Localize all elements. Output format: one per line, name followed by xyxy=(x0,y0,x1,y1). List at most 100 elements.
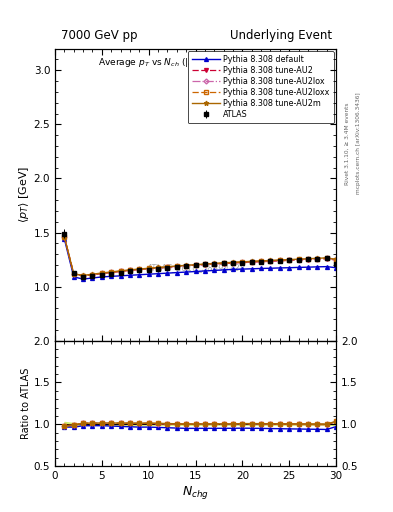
Pythia 8.308 tune-AU2lox xyxy=(156,265,160,271)
Legend: Pythia 8.308 default, Pythia 8.308 tune-AU2, Pythia 8.308 tune-AU2lox, Pythia 8.: Pythia 8.308 default, Pythia 8.308 tune-… xyxy=(188,51,334,123)
Pythia 8.308 tune-AU2m xyxy=(277,257,282,263)
Pythia 8.308 tune-AU2m xyxy=(99,270,104,276)
Text: mcplots.cern.ch [arXiv:1306.3436]: mcplots.cern.ch [arXiv:1306.3436] xyxy=(356,93,361,194)
Text: 7000 GeV pp: 7000 GeV pp xyxy=(61,30,138,42)
Pythia 8.308 tune-AU2lox xyxy=(62,234,67,240)
Pythia 8.308 tune-AU2lox xyxy=(212,261,217,267)
Pythia 8.308 tune-AU2 xyxy=(306,257,310,263)
Pythia 8.308 tune-AU2 xyxy=(202,262,207,268)
Pythia 8.308 tune-AU2loxx xyxy=(315,255,320,262)
Pythia 8.308 tune-AU2loxx xyxy=(109,269,114,275)
Pythia 8.308 tune-AU2loxx xyxy=(259,258,263,264)
Pythia 8.308 tune-AU2lox xyxy=(268,258,273,264)
Pythia 8.308 tune-AU2 xyxy=(72,271,76,278)
Line: Pythia 8.308 default: Pythia 8.308 default xyxy=(62,237,338,281)
Pythia 8.308 tune-AU2lox xyxy=(193,262,198,268)
Pythia 8.308 tune-AU2lox xyxy=(231,260,235,266)
Pythia 8.308 default xyxy=(146,271,151,278)
Pythia 8.308 tune-AU2 xyxy=(137,266,142,272)
Pythia 8.308 tune-AU2m xyxy=(128,267,132,273)
Pythia 8.308 tune-AU2lox xyxy=(137,266,142,272)
Pythia 8.308 tune-AU2lox xyxy=(202,261,207,267)
Pythia 8.308 tune-AU2 xyxy=(212,261,217,267)
Pythia 8.308 default xyxy=(287,265,292,271)
Pythia 8.308 tune-AU2loxx xyxy=(287,257,292,263)
Pythia 8.308 default xyxy=(231,266,235,272)
Pythia 8.308 tune-AU2 xyxy=(156,265,160,271)
Pythia 8.308 tune-AU2m xyxy=(334,257,338,263)
Line: Pythia 8.308 tune-AU2lox: Pythia 8.308 tune-AU2lox xyxy=(62,235,338,278)
Pythia 8.308 default xyxy=(306,264,310,270)
Pythia 8.308 tune-AU2loxx xyxy=(202,261,207,267)
Pythia 8.308 tune-AU2m xyxy=(315,255,320,261)
Pythia 8.308 tune-AU2loxx xyxy=(81,272,86,279)
Pythia 8.308 tune-AU2m xyxy=(221,260,226,266)
Pythia 8.308 tune-AU2m xyxy=(146,265,151,271)
Pythia 8.308 tune-AU2loxx xyxy=(184,263,189,269)
Pythia 8.308 tune-AU2 xyxy=(146,266,151,272)
Pythia 8.308 tune-AU2 xyxy=(277,258,282,264)
Pythia 8.308 tune-AU2lox xyxy=(99,270,104,276)
Pythia 8.308 tune-AU2lox xyxy=(174,263,179,269)
Pythia 8.308 default xyxy=(221,267,226,273)
Pythia 8.308 default xyxy=(240,266,245,272)
Pythia 8.308 default xyxy=(296,264,301,270)
Pythia 8.308 tune-AU2loxx xyxy=(212,261,217,267)
Pythia 8.308 tune-AU2loxx xyxy=(268,258,273,264)
Line: Pythia 8.308 tune-AU2loxx: Pythia 8.308 tune-AU2loxx xyxy=(62,235,338,278)
Pythia 8.308 tune-AU2loxx xyxy=(250,259,254,265)
Pythia 8.308 tune-AU2m xyxy=(306,255,310,262)
Pythia 8.308 tune-AU2lox xyxy=(128,267,132,273)
Pythia 8.308 default xyxy=(268,265,273,271)
Pythia 8.308 tune-AU2loxx xyxy=(165,264,170,270)
Pythia 8.308 tune-AU2m xyxy=(296,256,301,262)
Pythia 8.308 tune-AU2 xyxy=(259,259,263,265)
Pythia 8.308 tune-AU2m xyxy=(118,268,123,274)
Pythia 8.308 tune-AU2lox xyxy=(109,269,114,275)
Pythia 8.308 tune-AU2m xyxy=(202,261,207,267)
Pythia 8.308 tune-AU2m xyxy=(174,263,179,269)
Pythia 8.308 tune-AU2m xyxy=(62,234,67,240)
Pythia 8.308 tune-AU2loxx xyxy=(231,260,235,266)
Pythia 8.308 tune-AU2loxx xyxy=(277,257,282,263)
Pythia 8.308 tune-AU2m xyxy=(287,257,292,263)
Pythia 8.308 tune-AU2lox xyxy=(184,263,189,269)
Pythia 8.308 tune-AU2loxx xyxy=(62,234,67,240)
Pythia 8.308 tune-AU2loxx xyxy=(118,268,123,274)
Pythia 8.308 tune-AU2loxx xyxy=(334,257,338,263)
Pythia 8.308 tune-AU2loxx xyxy=(221,260,226,266)
Text: ATLAS_2010_S8894728: ATLAS_2010_S8894728 xyxy=(146,263,245,272)
Pythia 8.308 default xyxy=(184,269,189,275)
Pythia 8.308 tune-AU2lox xyxy=(165,264,170,270)
Pythia 8.308 default xyxy=(324,264,329,270)
Pythia 8.308 tune-AU2 xyxy=(62,234,67,240)
Pythia 8.308 default xyxy=(81,276,86,282)
Line: Pythia 8.308 tune-AU2: Pythia 8.308 tune-AU2 xyxy=(62,235,338,278)
Pythia 8.308 tune-AU2loxx xyxy=(156,265,160,271)
Pythia 8.308 tune-AU2m xyxy=(165,264,170,270)
Pythia 8.308 tune-AU2m xyxy=(184,262,189,268)
Pythia 8.308 tune-AU2 xyxy=(221,261,226,267)
Pythia 8.308 tune-AU2loxx xyxy=(306,256,310,262)
Pythia 8.308 default xyxy=(315,264,320,270)
Pythia 8.308 tune-AU2 xyxy=(268,258,273,264)
Text: Average $p_T$ vs $N_{ch}$ ($|\eta|$ < 2.5, $p_T$ > 0.5 GeV): Average $p_T$ vs $N_{ch}$ ($|\eta|$ < 2.… xyxy=(98,56,293,69)
Pythia 8.308 tune-AU2lox xyxy=(250,259,254,265)
Pythia 8.308 default xyxy=(72,274,76,280)
Pythia 8.308 tune-AU2loxx xyxy=(99,270,104,276)
Pythia 8.308 tune-AU2loxx xyxy=(296,257,301,263)
Line: Pythia 8.308 tune-AU2m: Pythia 8.308 tune-AU2m xyxy=(62,234,338,278)
Pythia 8.308 tune-AU2 xyxy=(334,257,338,263)
Pythia 8.308 tune-AU2m xyxy=(231,259,235,265)
Pythia 8.308 default xyxy=(202,268,207,274)
Pythia 8.308 tune-AU2m xyxy=(90,271,95,278)
Pythia 8.308 tune-AU2lox xyxy=(296,257,301,263)
Pythia 8.308 tune-AU2 xyxy=(193,262,198,268)
Pythia 8.308 tune-AU2loxx xyxy=(137,266,142,272)
Pythia 8.308 tune-AU2 xyxy=(324,255,329,262)
Pythia 8.308 tune-AU2 xyxy=(287,258,292,264)
Pythia 8.308 tune-AU2m xyxy=(212,260,217,266)
Pythia 8.308 tune-AU2 xyxy=(118,268,123,274)
Pythia 8.308 tune-AU2lox xyxy=(72,271,76,277)
Pythia 8.308 default xyxy=(62,236,67,242)
